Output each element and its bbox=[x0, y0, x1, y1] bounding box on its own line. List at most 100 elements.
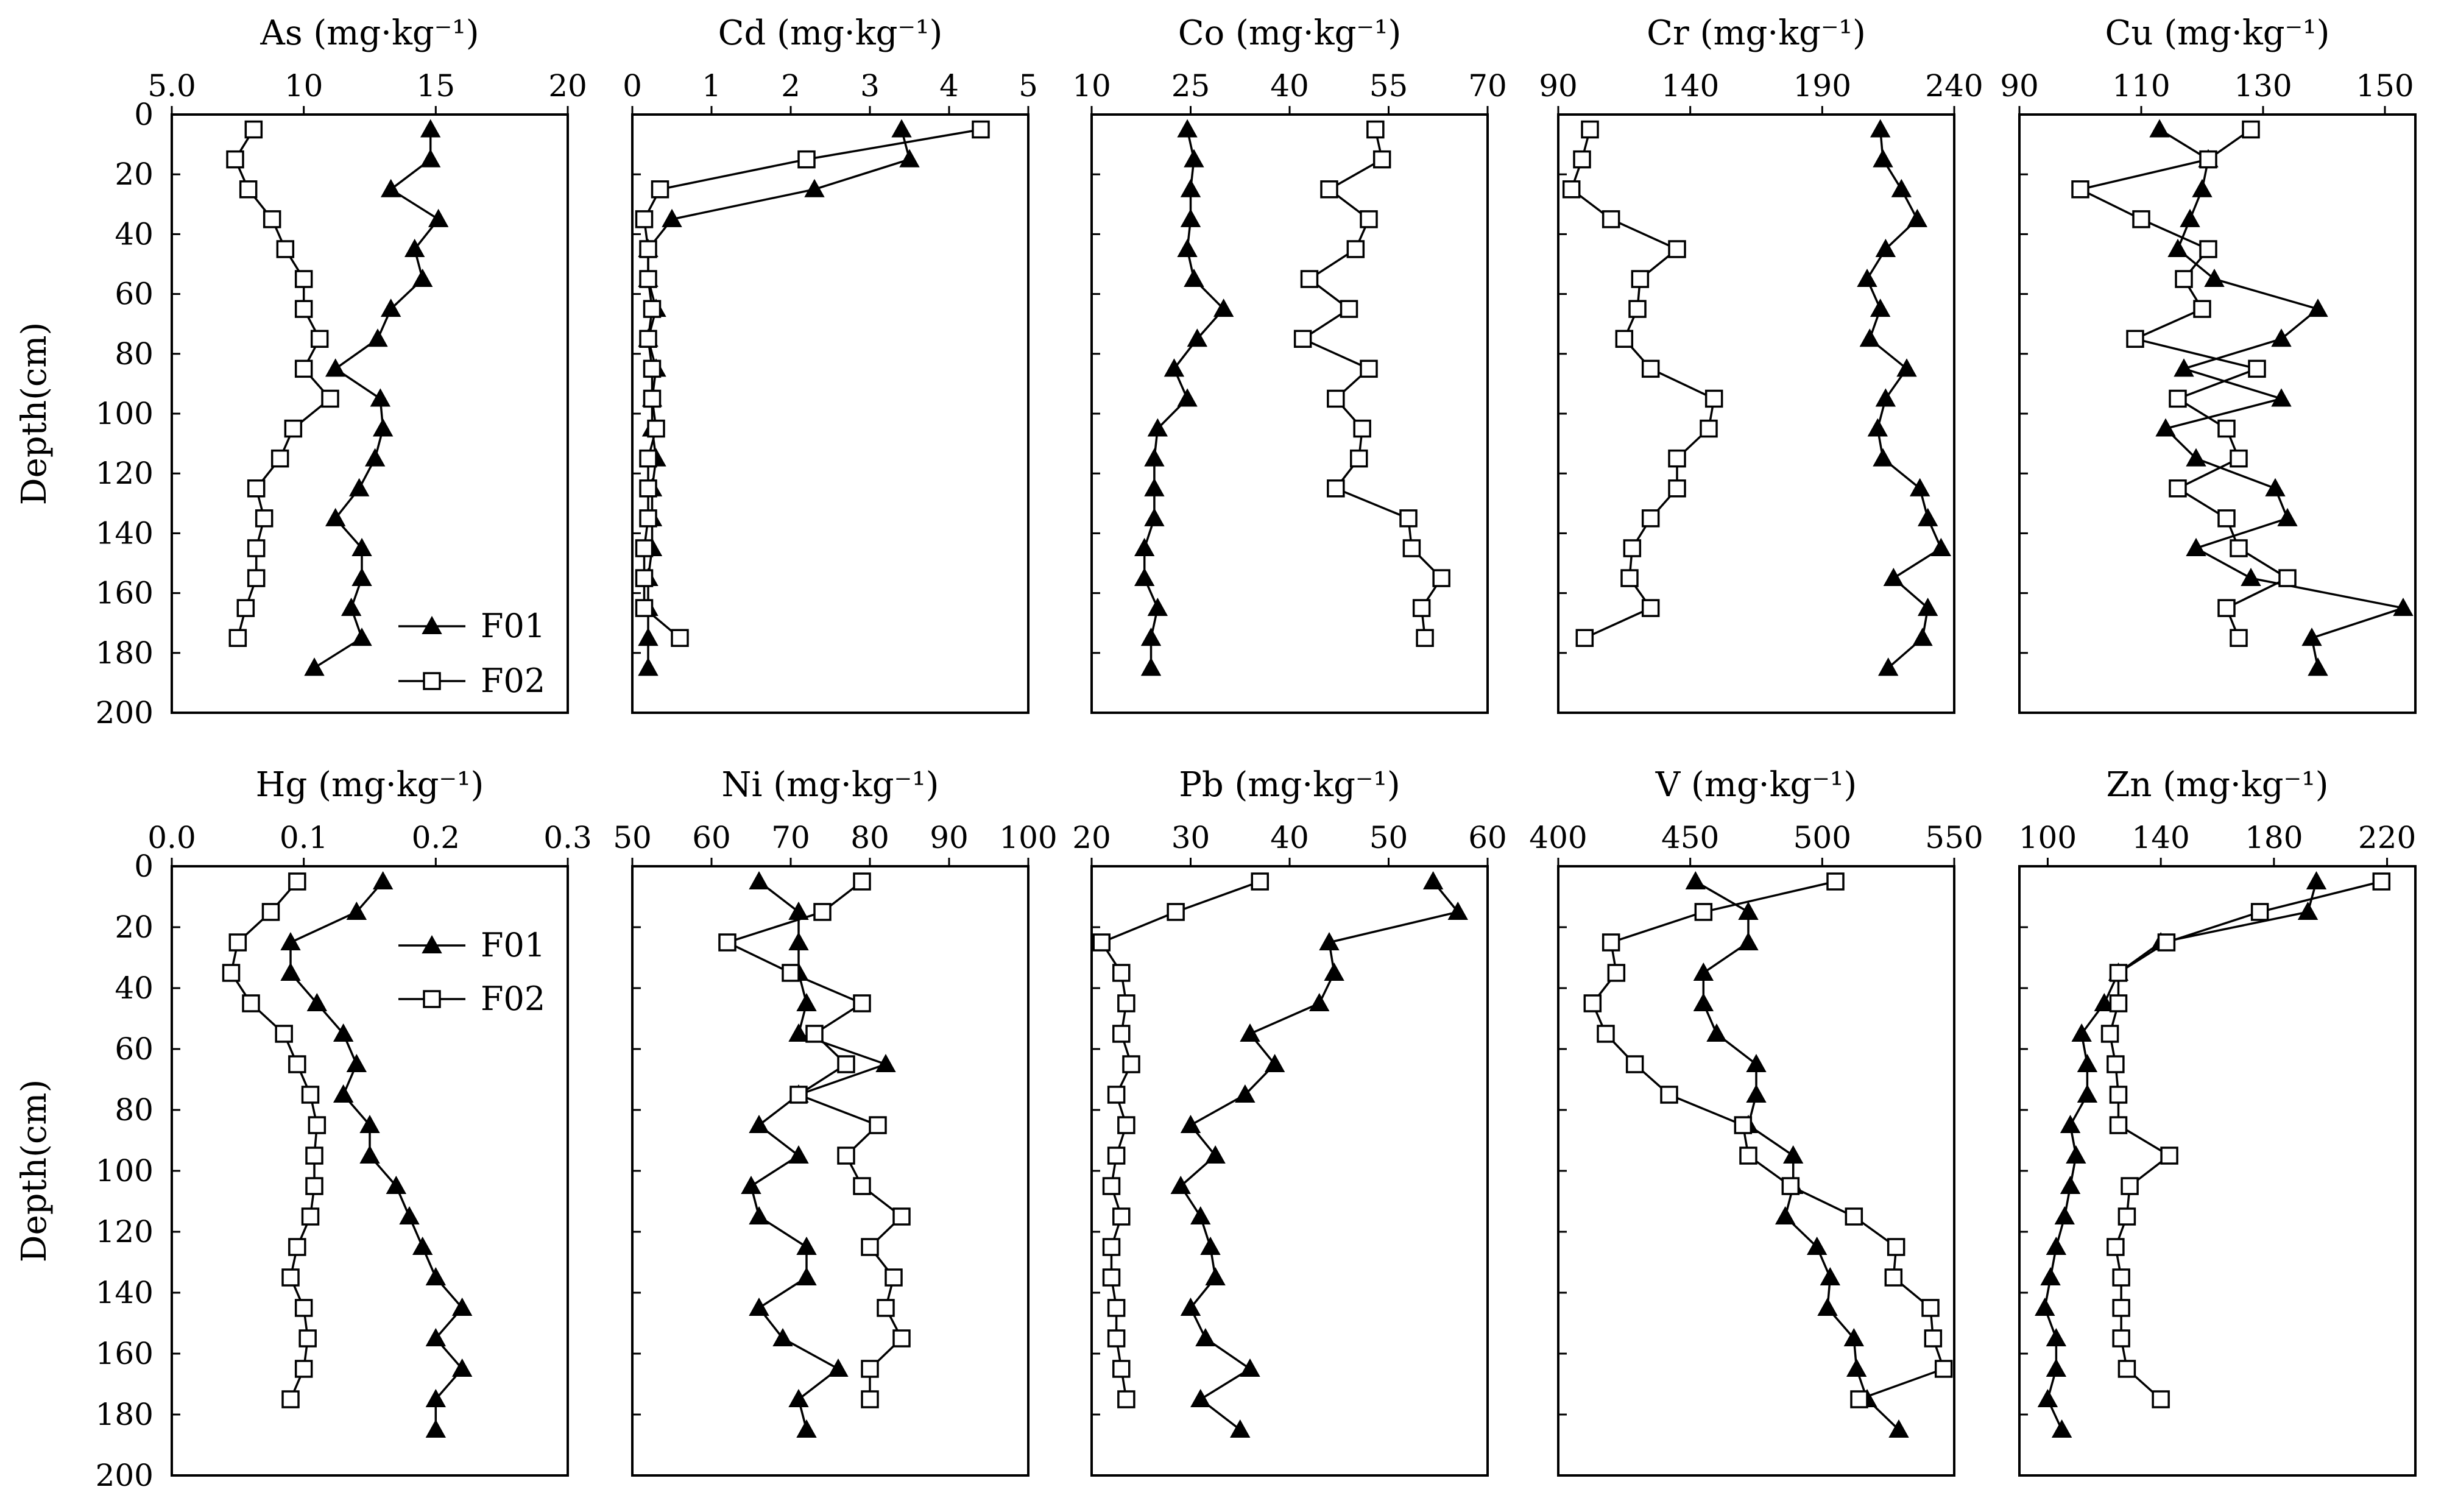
x-tick-label: 15 bbox=[417, 68, 456, 104]
data-point-f01 bbox=[1817, 1297, 1838, 1316]
x-tick-label: 1 bbox=[702, 68, 721, 104]
panel-ni: Ni (mg·kg⁻¹) 50 60 70 80 90 100 bbox=[613, 765, 1058, 1477]
plot-frame bbox=[2018, 865, 2417, 1477]
data-point-f02 bbox=[1739, 1146, 1757, 1165]
data-point-f02 bbox=[1625, 1055, 1644, 1073]
data-point-f01 bbox=[1147, 598, 1168, 616]
data-point-f01 bbox=[399, 1206, 420, 1224]
x-tick-label: 0 bbox=[623, 68, 642, 104]
data-point-f02 bbox=[853, 994, 871, 1012]
data-point-f02 bbox=[2199, 240, 2217, 258]
data-point-f01 bbox=[2051, 1419, 2072, 1438]
data-point-f02 bbox=[1399, 509, 1418, 528]
data-point-f02 bbox=[1340, 300, 1358, 318]
data-point-f02 bbox=[1360, 359, 1378, 378]
data-point-f02 bbox=[639, 330, 657, 348]
axis-title: Zn (mg·kg⁻¹) bbox=[2106, 765, 2328, 805]
data-point-f02 bbox=[1845, 1207, 1863, 1226]
y-tick-label: 80 bbox=[115, 336, 154, 372]
data-point-f01 bbox=[2060, 1114, 2081, 1133]
x-tick-label: 4 bbox=[939, 68, 959, 104]
data-point-f02 bbox=[1781, 1177, 1800, 1195]
y-tick-label: 140 bbox=[96, 1275, 154, 1310]
data-point-f02 bbox=[239, 180, 258, 199]
data-point-f02 bbox=[643, 389, 662, 408]
data-point-f02 bbox=[639, 479, 657, 498]
data-point-f01 bbox=[804, 178, 825, 197]
data-point-f01 bbox=[1857, 268, 1877, 288]
data-point-f01 bbox=[1738, 901, 1759, 920]
data-point-f01 bbox=[796, 1266, 817, 1285]
data-point-f01 bbox=[1896, 358, 1917, 377]
data-point-f02 bbox=[2230, 449, 2248, 468]
data-point-f01 bbox=[451, 1358, 473, 1377]
data-point-f02 bbox=[1092, 933, 1111, 952]
data-point-f02 bbox=[1117, 1390, 1135, 1408]
data-point-f01 bbox=[359, 1114, 380, 1133]
data-point-f02 bbox=[892, 1329, 911, 1348]
data-point-f02 bbox=[789, 1086, 808, 1104]
data-point-f02 bbox=[643, 300, 662, 318]
data-point-f01 bbox=[2271, 328, 2292, 347]
data-point-f02 bbox=[639, 449, 657, 468]
data-point-f01 bbox=[1888, 1419, 1909, 1438]
data-point-f02 bbox=[2169, 479, 2187, 498]
data-point-f02 bbox=[1734, 1116, 1753, 1134]
x-tick-label: 220 bbox=[2358, 820, 2416, 855]
data-point-f01 bbox=[1820, 1266, 1841, 1285]
x-tick-label: 10 bbox=[284, 68, 323, 104]
data-point-f01 bbox=[1147, 418, 1168, 437]
data-point-f01 bbox=[2071, 1023, 2092, 1042]
y-tick-label: 60 bbox=[115, 1031, 154, 1067]
data-point-f02 bbox=[1432, 569, 1450, 587]
data-point-f02 bbox=[1573, 150, 1591, 169]
y-tick-label: 80 bbox=[115, 1092, 154, 1128]
x-tick-label: 10 bbox=[1072, 68, 1111, 104]
data-point-f02 bbox=[2160, 1146, 2178, 1165]
data-point-f01 bbox=[425, 1419, 447, 1438]
data-point-f02 bbox=[1416, 629, 1434, 647]
panel-hg: Hg (mg·kg⁻¹) 0.0 0.1 0.2 0.3 0 20 40 60 80 100 120 1… bbox=[15, 765, 592, 1493]
axis-title: As (mg·kg⁻¹) bbox=[260, 13, 479, 53]
data-point-f01 bbox=[2265, 478, 2286, 496]
data-point-f02 bbox=[2175, 270, 2193, 288]
data-point-f01 bbox=[796, 992, 817, 1011]
data-point-f02 bbox=[639, 270, 657, 288]
data-point-f01 bbox=[1180, 1114, 1201, 1133]
data-point-f01 bbox=[1240, 1358, 1260, 1377]
data-point-f02 bbox=[1581, 120, 1599, 139]
data-point-f02 bbox=[1102, 1268, 1121, 1287]
data-point-f02 bbox=[1117, 1116, 1135, 1134]
data-point-f02 bbox=[1641, 359, 1660, 378]
x-tick-label: 150 bbox=[2356, 68, 2414, 104]
data-point-f02 bbox=[1112, 964, 1131, 982]
data-point-f01 bbox=[1447, 901, 1468, 920]
plot-frame bbox=[1557, 865, 1955, 1477]
data-point-f02 bbox=[1353, 419, 1371, 438]
series-line-f02 bbox=[2108, 880, 2382, 1401]
data-point-f01 bbox=[788, 931, 809, 950]
data-point-f01 bbox=[451, 1297, 473, 1316]
y-axis-label: Depth(cm) bbox=[15, 322, 54, 506]
data-point-f02 bbox=[2132, 210, 2150, 228]
y-tick-label: 200 bbox=[96, 695, 154, 730]
data-point-f02 bbox=[1167, 903, 1185, 921]
data-point-f01 bbox=[2241, 567, 2261, 587]
data-point-f02 bbox=[1700, 419, 1718, 438]
data-point-f02 bbox=[885, 1268, 903, 1287]
data-point-f02 bbox=[2278, 569, 2297, 587]
data-point-f01 bbox=[1200, 1236, 1221, 1255]
data-point-f02 bbox=[2193, 300, 2211, 318]
data-point-f01 bbox=[2040, 1266, 2061, 1285]
x-tick-label: 70 bbox=[1468, 68, 1507, 104]
data-point-f02 bbox=[2112, 1299, 2130, 1317]
data-point-f02 bbox=[1641, 509, 1660, 528]
x-tick-label: 180 bbox=[2245, 820, 2303, 855]
legend-label: F02 bbox=[481, 980, 545, 1018]
data-point-f02 bbox=[2372, 872, 2391, 891]
legend-marker-square bbox=[423, 672, 441, 690]
series-line-f02 bbox=[1301, 129, 1443, 638]
data-point-f02 bbox=[301, 1207, 320, 1226]
data-point-f01 bbox=[749, 1206, 769, 1224]
